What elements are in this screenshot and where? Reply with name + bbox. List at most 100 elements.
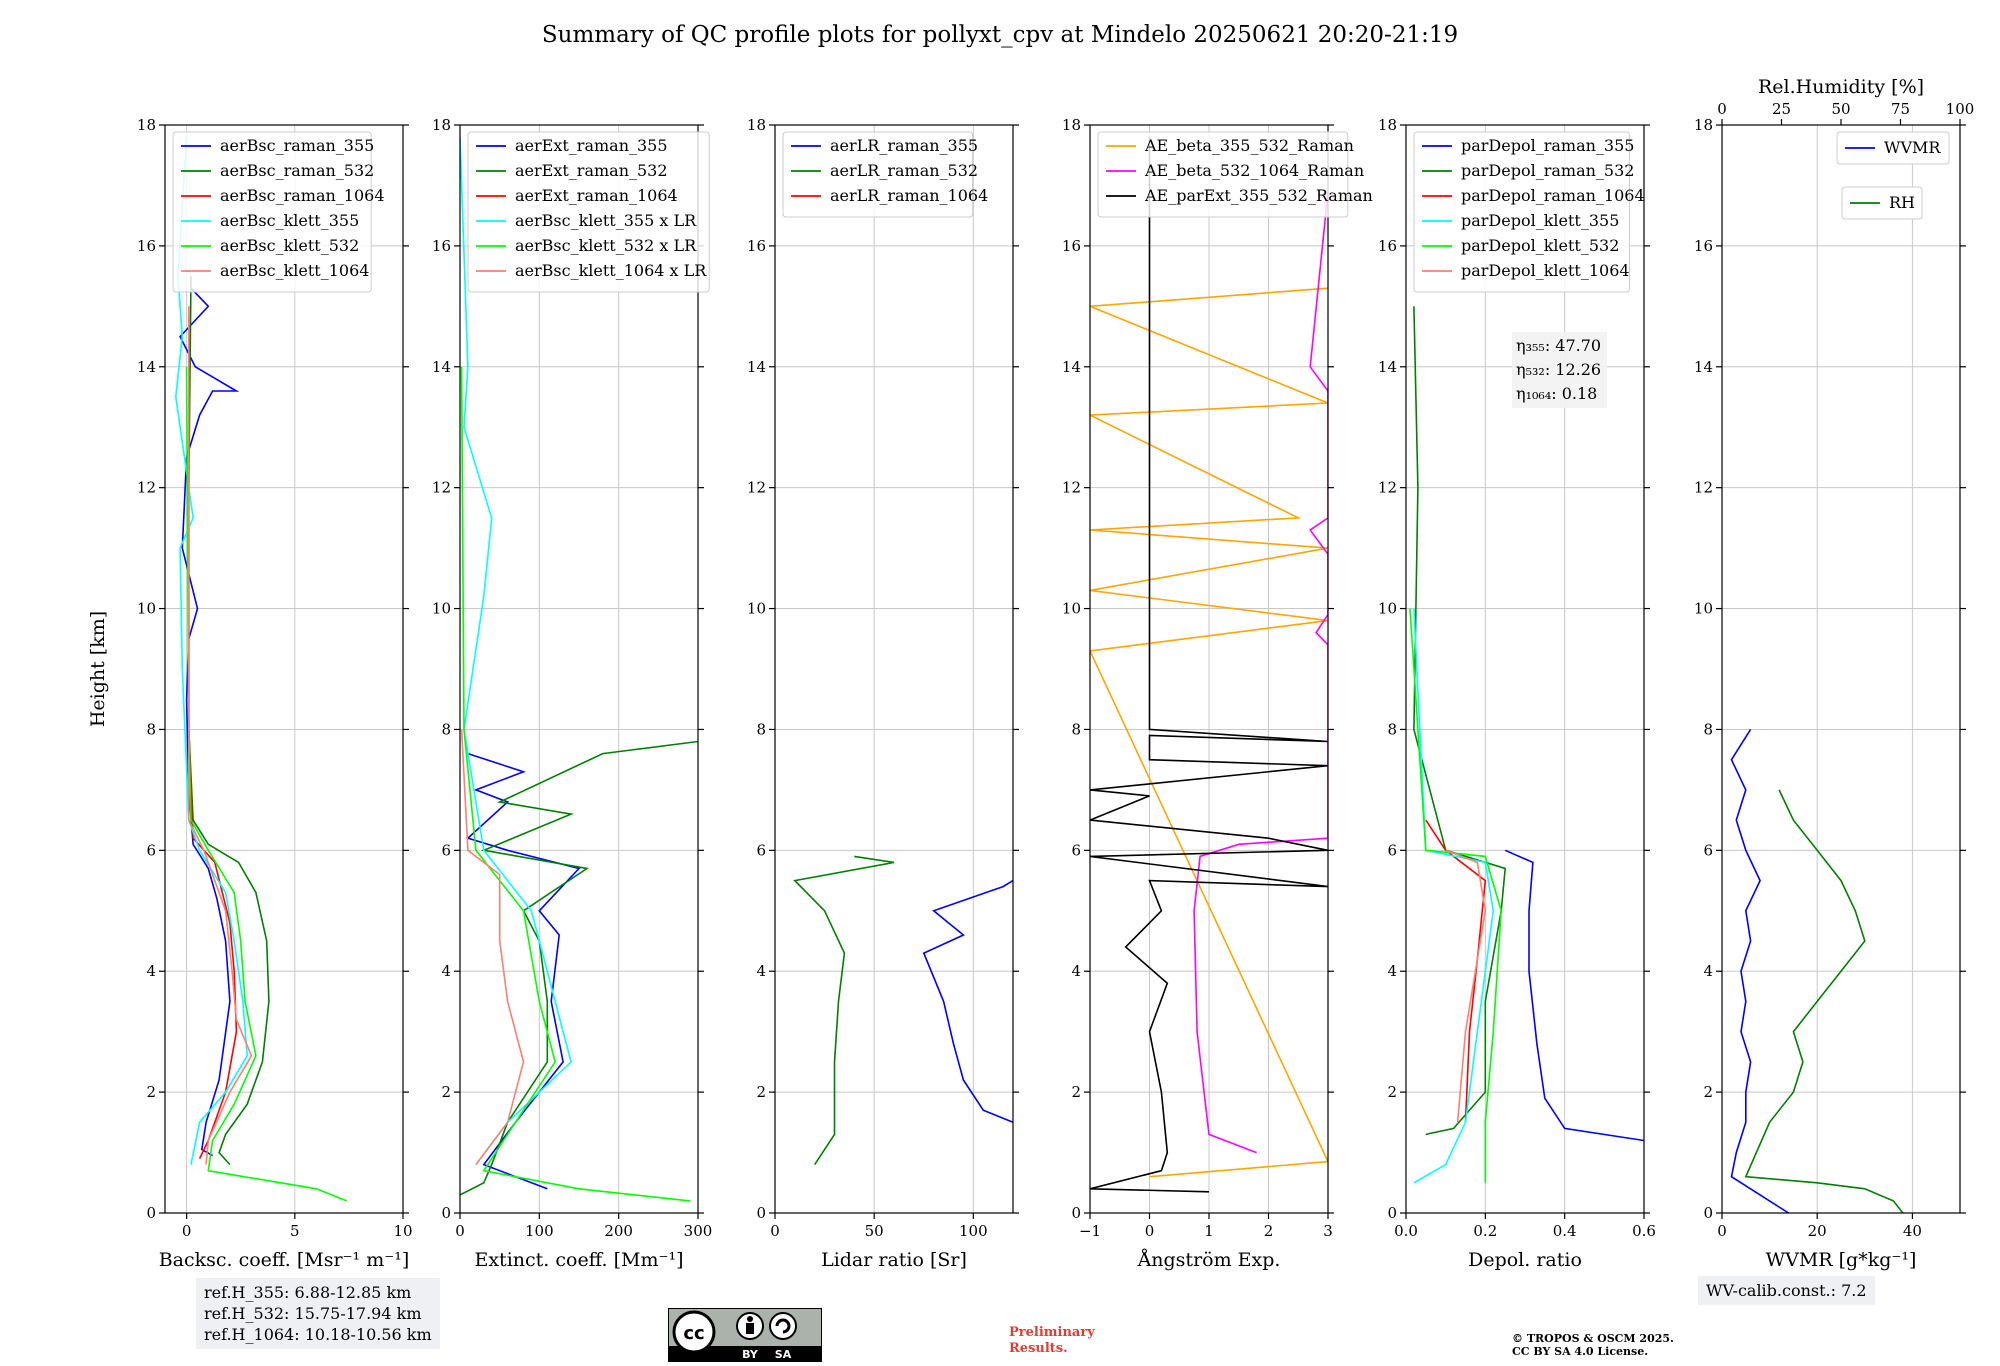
x-tick-label: 0: [1717, 1222, 1727, 1240]
legend-box: [1413, 131, 1630, 293]
y-axis-label: Height [km]: [87, 611, 109, 727]
panel-5: 0 2 4 6 8 10 12 14 16 18 0.0 0.2 0.4 0.6 Depol. ratio p…: [1378, 116, 1656, 1271]
legend-label: aerBsc_raman_355: [220, 136, 374, 155]
legend-label: parDepol_raman_532: [1461, 161, 1634, 180]
y-tick-label: 14: [1694, 358, 1713, 376]
legend-label: aerLR_raman_1064: [830, 186, 988, 205]
top-x-tick-label: 50: [1831, 100, 1850, 118]
y-tick-label: 12: [1694, 479, 1713, 497]
y-tick-label: 2: [441, 1083, 451, 1101]
share-alike-icon: [769, 1312, 797, 1340]
wv-calib-box: WV-calib.const.: 7.2: [1698, 1276, 1875, 1305]
y-tick-label: 18: [1062, 116, 1081, 134]
legend-label: aerBsc_klett_532 x LR: [515, 236, 697, 255]
y-tick-label: 16: [137, 237, 156, 255]
series-line-aerbsc-klett-532: [185, 366, 347, 1202]
legend-box: [172, 131, 372, 293]
cc-icon: [672, 1310, 716, 1354]
series-line-pardepol-klett-1064: [1445, 849, 1487, 1123]
series-line-aerbsc-raman-1064: [188, 427, 238, 1159]
y-tick-label: 12: [1378, 479, 1397, 497]
x-tick-label: 0.4: [1553, 1222, 1577, 1240]
y-tick-label: 6: [1387, 841, 1397, 859]
x-tick-label: 0.2: [1473, 1222, 1497, 1240]
y-tick-label: 0: [1071, 1204, 1081, 1222]
y-tick-label: 8: [756, 720, 766, 738]
legend-box: [1097, 131, 1349, 218]
legend: aerBsc_raman_355 aerBsc_raman_532 aerBsc_r…: [172, 131, 385, 293]
legend-label: parDepol_raman_355: [1461, 136, 1634, 155]
reference-heights-box: ref.H_355: 6.88-12.85 km ref.H_532: 15.7…: [196, 1278, 440, 1349]
y-tick-label: 4: [146, 962, 156, 980]
y-tick-label: 14: [432, 358, 451, 376]
x-tick-label: 20: [1808, 1222, 1827, 1240]
legend-label: aerBsc_klett_1064: [220, 261, 369, 280]
legend-label: aerBsc_raman_532: [220, 161, 374, 180]
legend-label: parDepol_klett_532: [1461, 236, 1619, 255]
y-tick-label: 16: [747, 237, 766, 255]
series-line-rh: [1744, 789, 1904, 1213]
y-tick-label: 10: [747, 600, 766, 618]
annotation-label: η₅₃₂: 12.26: [1516, 360, 1601, 379]
y-tick-label: 16: [432, 237, 451, 255]
series-line-aerext-raman-532: [460, 740, 698, 1196]
cc-badge-bar: [669, 1346, 821, 1361]
legend-label: parDepol_klett_355: [1461, 211, 1619, 230]
x-tick-label: 0: [1145, 1222, 1155, 1240]
annotation-box: η₃₅₅: 47.70 η₅₃₂: 12.26 η₁₀₆₄: 0.18: [1512, 332, 1607, 408]
legend-label: AE_parExt_355_532_Raman: [1144, 186, 1373, 205]
x-tick-label: 0: [455, 1222, 465, 1240]
x-axis-label: Ångström Exp.: [1137, 1249, 1281, 1271]
x-axis-label: Backsc. coeff. [Msr⁻¹ m⁻¹]: [159, 1249, 410, 1271]
legend-label: aerBsc_klett_532: [220, 236, 359, 255]
x-tick-label: 10: [393, 1222, 412, 1240]
y-tick-label: 6: [756, 841, 766, 859]
y-tick-label: 14: [1378, 358, 1397, 376]
top-x-axis-label: Rel.Humidity [%]: [1758, 76, 1924, 98]
legend-box: [1836, 131, 1950, 165]
y-tick-label: 16: [1062, 237, 1081, 255]
x-tick-label: 50: [865, 1222, 884, 1240]
top-x-tick-label: 0: [1717, 100, 1727, 118]
x-tick-label: 3: [1323, 1222, 1333, 1240]
series-line-wvmr: [1730, 728, 1790, 1213]
y-tick-label: 18: [1694, 116, 1713, 134]
y-tick-label: 0: [441, 1204, 451, 1222]
x-tick-label: 100: [525, 1222, 554, 1240]
y-tick-label: 6: [146, 841, 156, 859]
svg-text:cc: cc: [683, 1323, 704, 1344]
series-line-aerlr-raman-532: [793, 855, 895, 1166]
legend: AE_beta_355_532_Raman AE_beta_532_1064_Ra…: [1097, 131, 1373, 218]
legend-label: aerLR_raman_355: [830, 136, 978, 155]
x-axis-label: Lidar ratio [Sr]: [821, 1249, 967, 1271]
series-line-aerbsc-klett-1064-x-lr: [460, 729, 525, 1166]
series-line-ae-beta-355-532-raman: [1090, 287, 1328, 1178]
x-axis-label: WVMR [g*kg⁻¹]: [1766, 1249, 1917, 1271]
y-tick-label: 14: [137, 358, 156, 376]
y-tick-label: 10: [1378, 600, 1397, 618]
top-x-tick-label: 25: [1772, 100, 1791, 118]
legend-label: aerExt_raman_532: [515, 161, 668, 180]
copyright-notice: © TROPOS & OSCM 2025. CC BY SA 4.0 Licen…: [1512, 1332, 1674, 1358]
legend-label: aerBsc_klett_1064 x LR: [515, 261, 707, 280]
y-tick-label: 2: [756, 1083, 766, 1101]
legend: aerLR_raman_355 aerLR_raman_532 aerLR_rama…: [782, 131, 988, 218]
preliminary-notice: Preliminary Results.: [1009, 1325, 1095, 1356]
x-axis-label: Extinct. coeff. [Mm⁻¹]: [474, 1249, 683, 1271]
series-line-pardepol-klett-532: [1409, 608, 1503, 1183]
x-tick-label: 100: [959, 1222, 988, 1240]
y-tick-label: 12: [1062, 479, 1081, 497]
legend-label: WVMR: [1884, 138, 1941, 157]
series-line-pardepol-raman-1064: [1425, 819, 1487, 1123]
series-line-aerext-raman-355: [466, 752, 581, 1190]
y-tick-label: 10: [432, 600, 451, 618]
y-tick-label: 0: [146, 1204, 156, 1222]
legend-label: parDepol_raman_1064: [1461, 186, 1645, 205]
series-line-aerbsc-klett-1064: [188, 306, 253, 1165]
panel-1: 0 2 4 6 8 10 12 14 16 18 0 5 10 Backsc. coeff. [Msr⁻¹…: [137, 116, 413, 1271]
y-tick-label: 18: [1378, 116, 1397, 134]
ref-height-355: ref.H_355: 6.88-12.85 km: [204, 1283, 412, 1302]
